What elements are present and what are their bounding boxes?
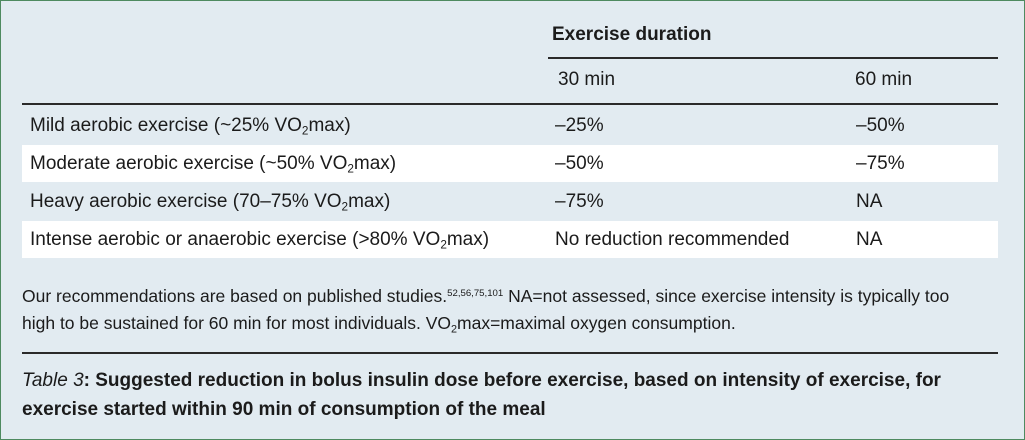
footnote-text: NA=not assessed, since exercise intensit…	[508, 286, 950, 306]
subscript: 2	[341, 200, 349, 214]
reference-superscript: 52,56,75,101	[447, 287, 504, 299]
intensity-text-end: max)	[308, 115, 351, 136]
footnote-line-2: high to be sustained for 60 min for most…	[22, 311, 736, 335]
caption-rule	[22, 352, 998, 354]
footnote-text: high to be sustained for 60 min for most…	[22, 313, 451, 333]
intensity-cell: Mild aerobic exercise (~25% VO2max)	[30, 108, 351, 144]
intensity-cell: Intense aerobic or anaerobic exercise (>…	[30, 221, 489, 258]
reduction-60-min-cell: –50%	[856, 115, 905, 136]
intensity-text-end: max)	[446, 229, 490, 250]
table-row: Heavy aerobic exercise (70–75% VO2max) –…	[22, 183, 998, 220]
caption-title: exercise started within 90 min of consum…	[22, 399, 546, 420]
table-row: Mild aerobic exercise (~25% VO2max) –25%…	[22, 108, 998, 144]
reduction-30-min-cell: No reduction recommended	[555, 229, 790, 250]
reduction-30-min-cell: –50%	[555, 153, 604, 174]
subscript: 2	[347, 162, 354, 176]
column-header-30-min: 30 min	[558, 69, 616, 90]
caption-line-1: Table 3: Suggested reduction in bolus in…	[22, 368, 941, 394]
footnote-text: Our recommendations are based on publish…	[22, 286, 448, 306]
caption-title: : Suggested reduction in bolus insulin d…	[83, 370, 941, 391]
intensity-cell: Heavy aerobic exercise (70–75% VO2max)	[30, 183, 390, 220]
header-rule	[22, 103, 998, 105]
reduction-30-min-cell: –25%	[555, 115, 604, 136]
column-header-60-min: 60 min	[855, 69, 913, 90]
reduction-60-min-cell: NA	[856, 191, 883, 212]
caption-label: Table 3	[22, 370, 84, 391]
caption-line-2: exercise started within 90 min of consum…	[22, 397, 546, 423]
footnote-line-1: Our recommendations are based on publish…	[22, 284, 949, 308]
group-header: Exercise duration	[552, 24, 712, 45]
intensity-text-end: max)	[348, 191, 391, 212]
table-row: Intense aerobic or anaerobic exercise (>…	[22, 221, 998, 258]
intensity-text: Heavy aerobic exercise (70–75% VO	[30, 191, 342, 212]
intensity-text: Mild aerobic exercise (~25% VO	[30, 115, 302, 136]
intensity-text-end: max)	[353, 153, 397, 174]
reduction-60-min-cell: –75%	[856, 153, 905, 174]
subscript: 2	[301, 124, 309, 138]
intensity-text: Intense aerobic or anaerobic exercise (>…	[30, 229, 441, 250]
subscript: 2	[440, 238, 447, 252]
intensity-cell: Moderate aerobic exercise (~50% VO2max)	[30, 145, 396, 182]
subscript: 2	[450, 323, 458, 336]
reduction-30-min-cell: –75%	[555, 191, 604, 212]
table-row: Moderate aerobic exercise (~50% VO2max) …	[22, 145, 998, 182]
intensity-text: Moderate aerobic exercise (~50% VO	[30, 153, 348, 174]
reduction-60-min-cell: NA	[856, 229, 883, 250]
group-header-rule	[548, 57, 998, 59]
footnote-text: max=maximal oxygen consumption.	[457, 313, 736, 333]
